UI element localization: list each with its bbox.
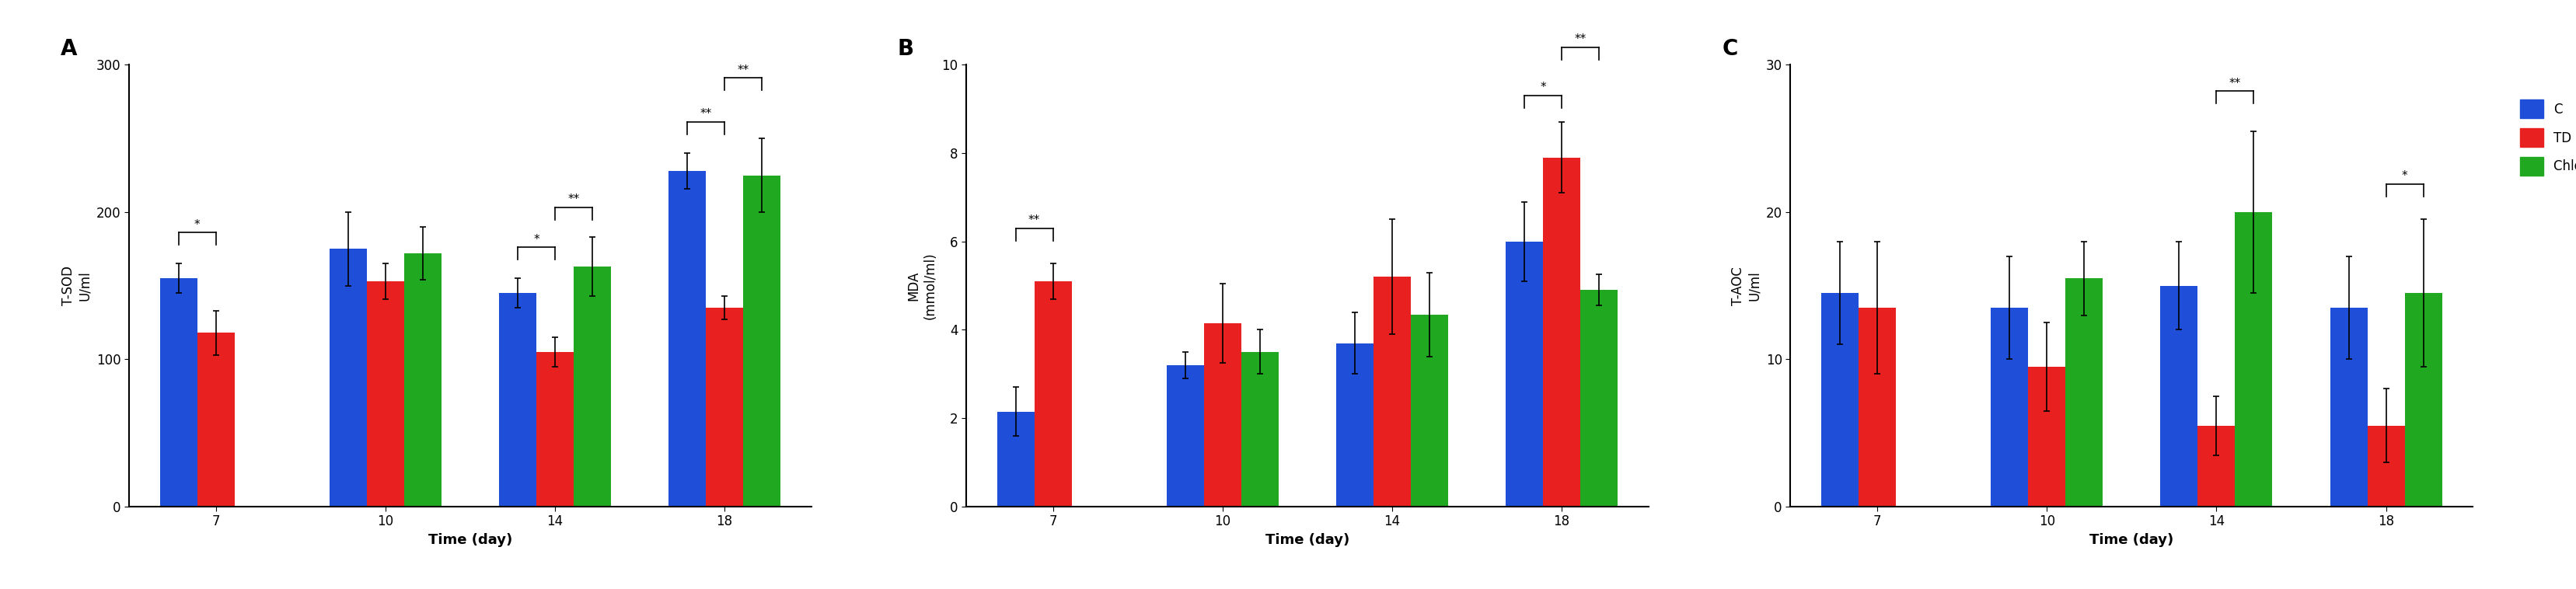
Bar [1337, 343, 1373, 507]
Bar [1860, 307, 1896, 507]
Bar [1373, 277, 1412, 507]
Bar [500, 293, 536, 507]
Y-axis label: T-AOC
U/ml: T-AOC U/ml [1731, 266, 1762, 305]
Bar [670, 171, 706, 507]
Bar [2367, 425, 2403, 507]
Bar [366, 282, 404, 507]
Bar [742, 176, 781, 507]
Legend: C, TD, Chlorogenic acid: C, TD, Chlorogenic acid [2514, 93, 2576, 182]
Text: **: ** [737, 64, 750, 76]
Bar [2161, 286, 2197, 507]
Text: **: ** [1028, 214, 1041, 226]
Bar [1507, 241, 1543, 507]
Bar [1991, 307, 2027, 507]
Text: *: * [193, 219, 201, 230]
Bar [997, 412, 1036, 507]
Bar [2066, 279, 2102, 507]
Text: *: * [1540, 82, 1546, 94]
Bar [574, 266, 611, 507]
Bar [536, 352, 574, 507]
Bar [1036, 282, 1072, 507]
Bar [330, 249, 366, 507]
Bar [198, 333, 234, 507]
X-axis label: Time (day): Time (day) [1265, 533, 1350, 547]
Text: **: ** [701, 108, 711, 120]
Text: *: * [533, 233, 538, 245]
Bar [2236, 212, 2272, 507]
Text: A: A [62, 38, 77, 60]
X-axis label: Time (day): Time (day) [428, 533, 513, 547]
Text: B: B [899, 38, 914, 60]
Y-axis label: MDA
(mmol/ml): MDA (mmol/ml) [907, 252, 938, 319]
X-axis label: Time (day): Time (day) [2089, 533, 2174, 547]
Bar [2331, 307, 2367, 507]
Bar [1412, 315, 1448, 507]
Text: **: ** [567, 194, 580, 206]
Bar [2027, 366, 2066, 507]
Text: *: * [2401, 170, 2409, 182]
Bar [404, 253, 440, 507]
Bar [1579, 290, 1618, 507]
Bar [1821, 293, 1860, 507]
Bar [1203, 323, 1242, 507]
Bar [1543, 157, 1579, 507]
Y-axis label: T-SOD
U/ml: T-SOD U/ml [62, 266, 93, 306]
Bar [2403, 293, 2442, 507]
Bar [160, 279, 198, 507]
Text: C: C [1723, 38, 1739, 60]
Text: **: ** [2228, 77, 2241, 89]
Bar [1242, 352, 1278, 507]
Text: **: ** [1574, 33, 1587, 45]
Bar [1167, 365, 1203, 507]
Bar [2197, 425, 2236, 507]
Bar [706, 307, 742, 507]
